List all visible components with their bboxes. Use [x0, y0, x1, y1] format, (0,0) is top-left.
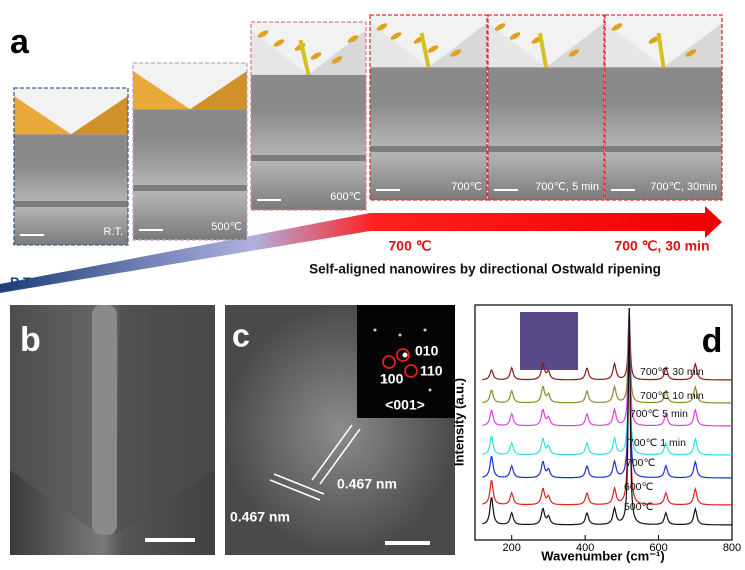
temperature-label: 700℃, 5 min: [535, 181, 599, 193]
x-tick-label: 800: [723, 542, 741, 554]
series-label: 700℃ 10 min: [640, 390, 704, 402]
render-base: [605, 67, 722, 102]
render-base: [370, 67, 487, 102]
panel-label: b: [20, 321, 41, 359]
spectrum: [482, 308, 732, 403]
groove: [133, 185, 247, 191]
inset-image: [520, 312, 578, 370]
nanowire: [92, 305, 117, 535]
temperature-label: R.T.: [103, 226, 123, 238]
arrow-start: R.T.: [10, 274, 33, 289]
x-tick-label: 200: [503, 542, 521, 554]
series-label: 500℃: [624, 501, 654, 513]
groove: [370, 146, 487, 152]
y-axis-label: Intensity (a.u.): [451, 378, 466, 466]
d-spacing: 0.467 nm: [230, 509, 290, 525]
spectrum: [482, 308, 732, 505]
series-label: 700℃ 30 min: [640, 366, 704, 378]
series-label: 600℃: [624, 481, 654, 493]
spot-label: 100: [380, 371, 404, 387]
temperature-label: 500℃: [211, 221, 242, 233]
temperature-label: 700℃: [451, 181, 482, 193]
groove: [488, 146, 604, 152]
x-tick-label: 400: [576, 542, 594, 554]
panel-label: c: [232, 317, 250, 353]
series-label: 700℃ 5 min: [630, 408, 688, 420]
plot-frame: [475, 305, 732, 540]
spot-label: 010: [415, 343, 439, 359]
x-tick-label: 600: [649, 542, 667, 554]
groove: [251, 155, 366, 161]
render-base: [14, 134, 128, 165]
panel-label: d: [702, 322, 723, 360]
render-base: [488, 67, 604, 102]
spectrum: [482, 308, 732, 455]
caption: Self-aligned nanowires by directional Os…: [309, 262, 661, 277]
d-spacing: 0.467 nm: [337, 476, 397, 492]
arrow-end: 700 ℃, 30 min: [614, 238, 709, 254]
spot-label: 110: [420, 363, 443, 379]
zone-axis: <001>: [385, 397, 425, 413]
x-axis-label: Wavenumber (cm⁻¹): [541, 548, 664, 563]
groove: [14, 201, 128, 207]
panel-label: a: [10, 23, 30, 61]
series-label: 700℃ 1 min: [628, 437, 686, 449]
temperature-label: 600℃: [330, 191, 361, 203]
temperature-label: 700℃, 30min: [650, 181, 717, 193]
render-base: [133, 109, 247, 140]
figure: a R.T. 700 ℃ 700 ℃, 30 min Self-aligned …: [0, 0, 745, 565]
groove: [605, 146, 722, 152]
arrow-mid: 700 ℃: [389, 238, 432, 254]
render-base: [251, 75, 366, 110]
